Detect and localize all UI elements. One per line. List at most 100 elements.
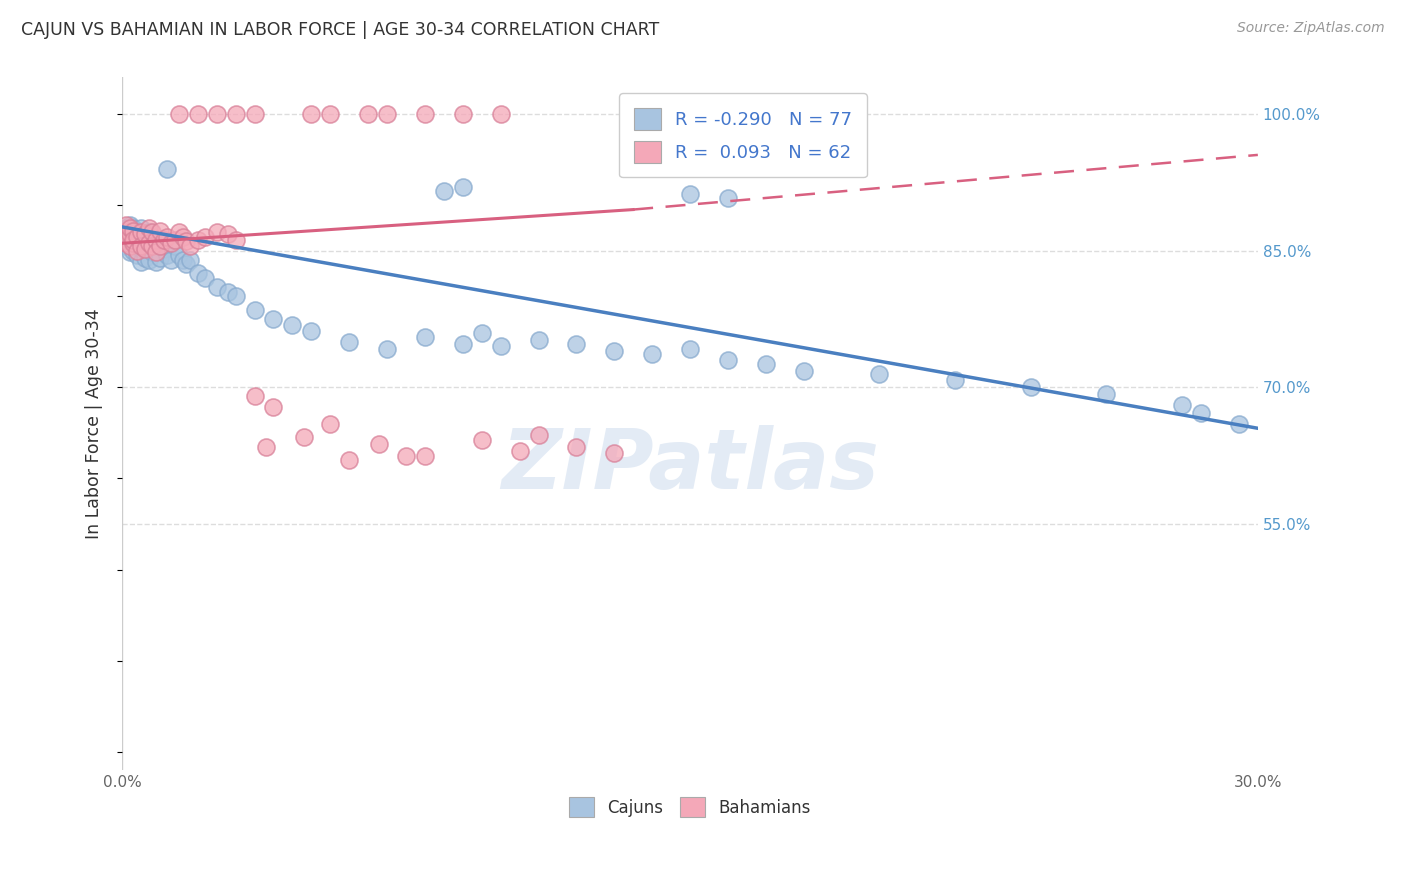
Point (368, 436, 391, 450)
Point (118, 236, 141, 251)
Point (167, 248, 190, 262)
Point (122, 233, 145, 247)
Point (527, 333, 550, 347)
Point (149, 223, 172, 237)
Point (489, 339, 512, 353)
Point (527, 427, 550, 442)
Point (205, 107, 228, 121)
Point (138, 236, 160, 251)
Point (489, 107, 512, 121)
Point (149, 239, 172, 253)
Point (943, 373, 966, 387)
Point (118, 218, 141, 232)
Point (1171, 399, 1194, 413)
Point (141, 230, 163, 244)
Point (451, 179, 474, 194)
Point (319, 417, 342, 431)
Point (138, 236, 160, 251)
Point (118, 245, 141, 260)
Point (565, 336, 588, 351)
Point (129, 254, 152, 268)
Point (679, 342, 702, 356)
Point (172, 230, 194, 244)
Point (134, 239, 156, 253)
Point (165, 239, 187, 253)
Point (122, 223, 145, 237)
Point (167, 225, 190, 239)
Point (243, 389, 266, 403)
Point (471, 326, 494, 340)
Point (337, 334, 360, 349)
Point (1095, 386, 1118, 401)
Point (145, 254, 167, 268)
Point (145, 239, 167, 253)
Point (165, 233, 187, 247)
Point (129, 242, 152, 256)
Point (1189, 406, 1212, 420)
Point (129, 220, 152, 235)
Point (194, 230, 217, 244)
Point (176, 235, 198, 249)
Point (1019, 380, 1042, 394)
Text: CAJUN VS BAHAMIAN IN LABOR FORCE | AGE 30-34 CORRELATION CHART: CAJUN VS BAHAMIAN IN LABOR FORCE | AGE 3… (21, 21, 659, 39)
Point (160, 252, 183, 267)
Point (471, 433, 494, 447)
Point (114, 225, 136, 239)
Point (114, 220, 136, 235)
Point (263, 312, 285, 326)
Point (127, 230, 149, 244)
Y-axis label: In Labor Force | Age 30-34: In Labor Force | Age 30-34 (86, 309, 103, 539)
Point (868, 367, 890, 381)
Point (118, 227, 141, 242)
Point (217, 227, 239, 242)
Point (152, 233, 174, 247)
Point (114, 239, 136, 253)
Point (395, 449, 418, 463)
Point (225, 289, 247, 303)
Point (134, 242, 156, 256)
Point (451, 107, 474, 121)
Point (114, 225, 136, 239)
Point (792, 364, 814, 378)
Point (138, 220, 160, 235)
Point (603, 446, 626, 460)
Point (127, 244, 149, 258)
Point (375, 342, 398, 356)
Point (118, 239, 141, 253)
Point (263, 401, 285, 415)
Point (141, 245, 163, 260)
Point (145, 245, 167, 260)
Point (138, 252, 160, 267)
Point (134, 251, 156, 265)
Point (413, 330, 436, 344)
Point (603, 343, 626, 358)
Point (122, 220, 145, 235)
Point (679, 187, 702, 202)
Point (205, 280, 228, 294)
Point (433, 185, 456, 199)
Point (134, 227, 156, 242)
Point (122, 225, 145, 239)
Point (127, 223, 149, 237)
Point (141, 225, 163, 239)
Point (118, 223, 141, 237)
Point (138, 225, 160, 239)
Point (413, 107, 436, 121)
Point (118, 220, 141, 235)
Point (127, 239, 149, 253)
Point (225, 107, 247, 121)
Point (225, 233, 247, 247)
Point (292, 430, 315, 444)
Point (172, 252, 194, 267)
Point (129, 233, 152, 247)
Point (167, 107, 190, 121)
Point (156, 161, 179, 176)
Point (254, 440, 277, 454)
Point (176, 257, 198, 271)
Point (129, 239, 152, 253)
Point (337, 453, 360, 467)
Point (187, 233, 209, 247)
Point (319, 107, 342, 121)
Point (509, 444, 531, 458)
Point (205, 225, 228, 239)
